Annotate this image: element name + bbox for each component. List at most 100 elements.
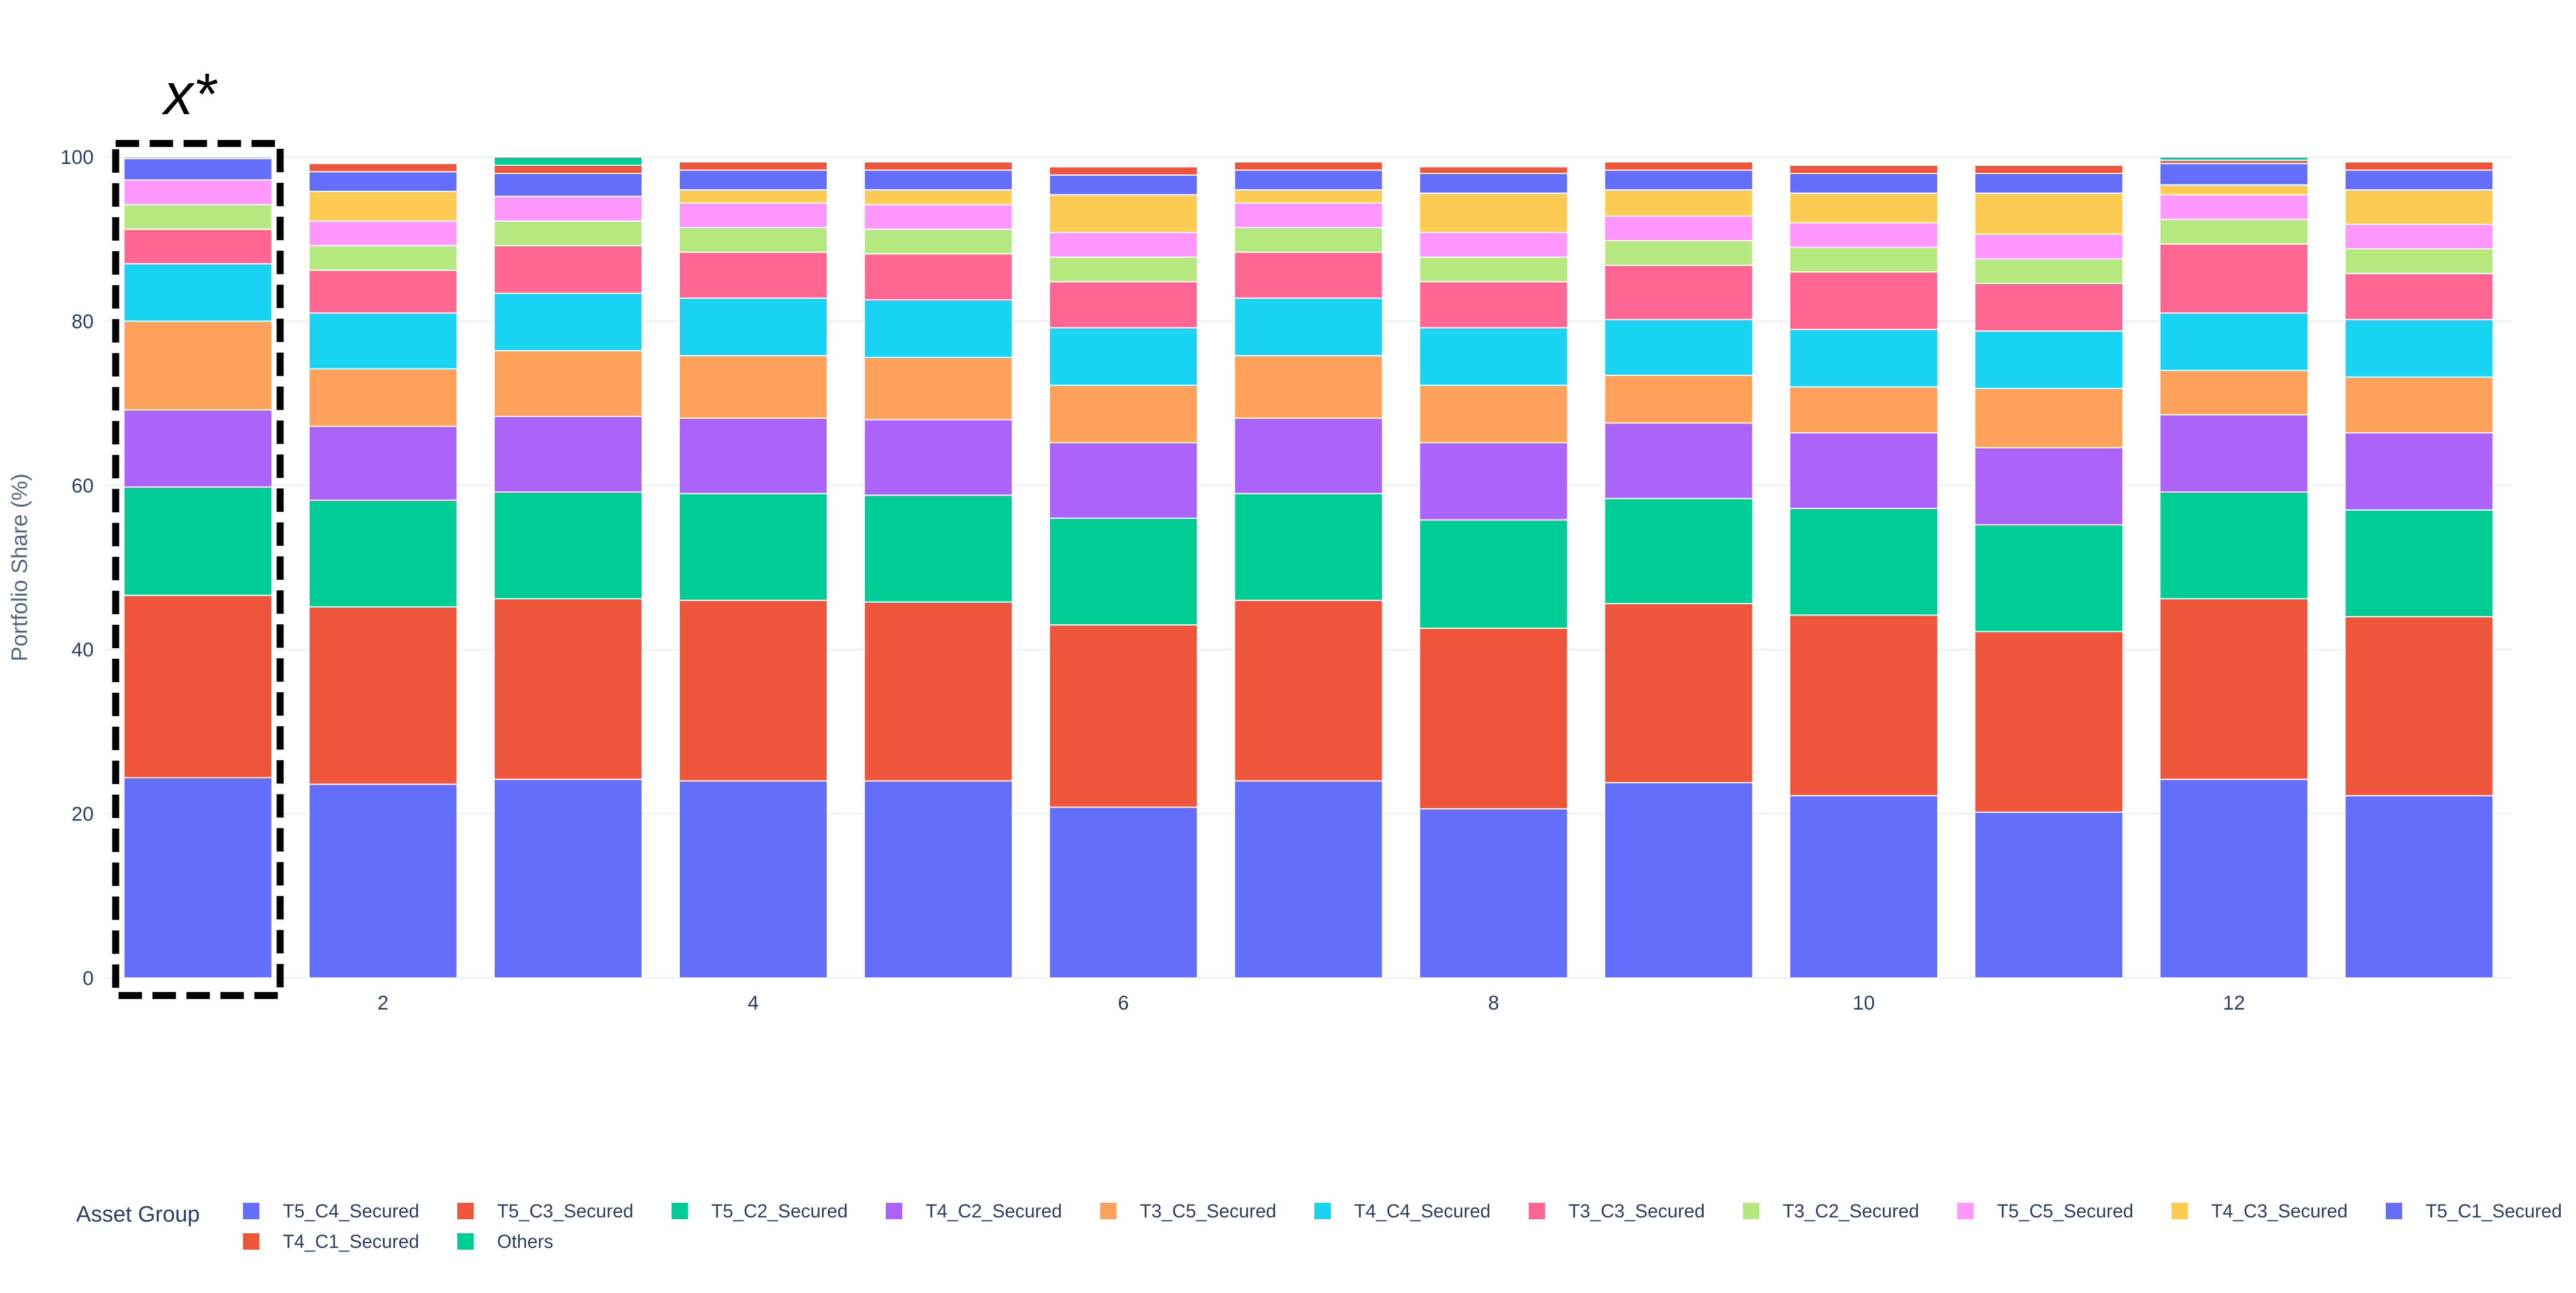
bar-segment-7-T3_C5_Secured — [1234, 355, 1383, 419]
bar-segment-3-T5_C4_Secured — [493, 778, 643, 979]
bar-segment-6-T5_C5_Secured — [1049, 231, 1198, 258]
bar-segment-8-T3_C2_Secured — [1419, 256, 1568, 283]
bar-segment-1-T3_C5_Secured — [123, 320, 273, 411]
bar-segment-10-T4_C3_Secured — [1789, 192, 1938, 224]
bar-segment-5-T5_C4_Secured — [864, 780, 1013, 979]
bar-segment-5-T3_C5_Secured — [864, 357, 1013, 420]
bar-segment-5-T4_C1_Secured — [864, 161, 1013, 171]
legend-swatch-T4_C3_Secured — [2171, 1203, 2188, 1219]
bar-segment-11-T4_C3_Secured — [1974, 192, 2124, 235]
bar-segment-11-T5_C5_Secured — [1974, 233, 2124, 259]
bar-segment-10-T5_C1_Secured — [1789, 173, 1938, 194]
bar-segment-6-T3_C3_Secured — [1049, 281, 1198, 329]
bar-segment-13-T5_C4_Secured — [2344, 795, 2494, 979]
legend-swatch-T5_C5_Secured — [1957, 1203, 1974, 1219]
legend-swatch-T5_C4_Secured — [243, 1203, 259, 1219]
bar-segment-1-T4_C1_Secured — [123, 156, 273, 159]
bar-segment-4-T4_C1_Secured — [679, 161, 828, 171]
legend-label-T3_C3_Secured: T3_C3_Secured — [1568, 1200, 1705, 1222]
legend-label-T3_C2_Secured: T3_C2_Secured — [1783, 1200, 1919, 1222]
legend-label-T4_C4_Secured: T4_C4_Secured — [1354, 1200, 1491, 1222]
bar-segment-4-T5_C3_Secured — [679, 600, 828, 782]
bar-segment-9-T5_C2_Secured — [1604, 498, 1753, 604]
bar-segment-9-T4_C3_Secured — [1604, 189, 1753, 217]
bar-segment-12-T5_C4_Secured — [2159, 778, 2309, 979]
legend-title: Asset Group — [76, 1202, 200, 1227]
bar-segment-5-T4_C4_Secured — [864, 299, 1013, 358]
bar-segment-11-T3_C2_Secured — [1974, 258, 2124, 284]
bar-segment-2-T4_C1_Secured — [308, 163, 458, 173]
bar-segment-2-T5_C3_Secured — [308, 606, 458, 785]
bar-segment-6-T5_C4_Secured — [1049, 806, 1198, 979]
legend-label-T4_C1_Secured: T4_C1_Secured — [283, 1231, 419, 1252]
bar-segment-4-T3_C2_Secured — [679, 227, 828, 253]
legend-swatch-T4_C2_Secured — [886, 1203, 902, 1219]
bar-segment-4-T4_C3_Secured — [679, 189, 828, 204]
bar-segment-13-T5_C1_Secured — [2344, 169, 2494, 191]
bar-segment-3-T3_C3_Secured — [493, 245, 643, 294]
bar-segment-8-T5_C3_Secured — [1419, 627, 1568, 810]
bar-segment-5-T5_C3_Secured — [864, 601, 1013, 782]
bar-segment-3-T5_C2_Secured — [493, 491, 643, 600]
bar-segment-10-T4_C2_Secured — [1789, 432, 1938, 509]
bar-segment-3-T4_C4_Secured — [493, 292, 643, 351]
bar-segment-11-T5_C2_Secured — [1974, 524, 2124, 632]
y-axis-label: Portfolio Share (%) — [8, 473, 32, 661]
bar-segment-3-T5_C1_Secured — [493, 173, 643, 197]
bar-segment-6-T4_C3_Secured — [1049, 194, 1198, 233]
y-tick-label: 20 — [71, 803, 94, 826]
legend-label-T4_C3_Secured: T4_C3_Secured — [2211, 1200, 2348, 1222]
bar-segment-3-T3_C5_Secured — [493, 350, 643, 418]
bar-segment-13-T5_C5_Secured — [2344, 223, 2494, 250]
legend-label-T5_C3_Secured: T5_C3_Secured — [497, 1200, 633, 1222]
bar-segment-11-T4_C1_Secured — [1974, 165, 2124, 175]
bar-segment-9-T5_C5_Secured — [1604, 215, 1753, 242]
bar-segment-11-T3_C3_Secured — [1974, 282, 2124, 332]
bar-segment-6-T5_C1_Secured — [1049, 174, 1198, 196]
bar-segment-8-T3_C5_Secured — [1419, 384, 1568, 443]
bar-segment-7-T5_C1_Secured — [1234, 169, 1383, 191]
legend-swatch-T5_C3_Secured — [457, 1203, 474, 1219]
bar-segment-7-T4_C4_Secured — [1234, 297, 1383, 357]
bar-segment-2-T4_C2_Secured — [308, 425, 458, 501]
highlight-box: x* — [112, 61, 284, 999]
bar-segment-8-T4_C2_Secured — [1419, 442, 1568, 521]
bar-segment-7-T5_C2_Secured — [1234, 492, 1383, 601]
bar-segment-2-T5_C5_Secured — [308, 220, 458, 247]
y-tick-label: 60 — [71, 475, 94, 497]
bar-segment-7-T5_C3_Secured — [1234, 600, 1383, 782]
bar-segment-6-T4_C4_Secured — [1049, 327, 1198, 386]
bar-segment-2-T5_C1_Secured — [308, 171, 458, 192]
bar-segment-1-T5_C2_Secured — [123, 486, 273, 596]
bar-segment-1-T3_C2_Secured — [123, 204, 273, 230]
bar-segment-8-T4_C4_Secured — [1419, 327, 1568, 386]
bar-segment-2-T5_C2_Secured — [308, 500, 458, 608]
bar-segment-5-T4_C3_Secured — [864, 189, 1013, 206]
bar-segment-9-T5_C4_Secured — [1604, 782, 1753, 979]
legend-label-T5_C5_Secured: T5_C5_Secured — [1997, 1200, 2133, 1222]
bar-segment-13-T5_C2_Secured — [2344, 509, 2494, 618]
bars — [123, 156, 2494, 979]
bar-segment-10-T3_C2_Secured — [1789, 247, 1938, 273]
bar-segment-8-T5_C4_Secured — [1419, 808, 1568, 979]
y-tick-label: 0 — [83, 967, 94, 990]
bar-segment-11-T5_C4_Secured — [1974, 811, 2124, 979]
bar-segment-8-T3_C3_Secured — [1419, 281, 1568, 329]
bar-segment-2-T5_C4_Secured — [308, 784, 458, 979]
bar-segment-12-T5_C1_Secured — [2159, 163, 2309, 186]
bar-segment-5-T3_C3_Secured — [864, 253, 1013, 300]
y-tick-label: 40 — [71, 639, 94, 661]
bar-segment-13-T3_C2_Secured — [2344, 248, 2494, 275]
bar-segment-5-T4_C2_Secured — [864, 419, 1013, 496]
bar-segment-11-T3_C5_Secured — [1974, 388, 2124, 449]
bar-segment-6-T4_C2_Secured — [1049, 442, 1198, 519]
bar-segment-10-T4_C1_Secured — [1789, 165, 1938, 175]
bar-segment-3-T4_C1_Secured — [493, 165, 643, 175]
bar-segment-3-Others — [493, 156, 643, 166]
bar-segment-6-T4_C1_Secured — [1049, 166, 1198, 176]
legend-label-T5_C1_Secured: T5_C1_Secured — [2426, 1200, 2562, 1222]
x-star-annotation: x* — [162, 61, 218, 127]
legend: Asset Group T5_C4_Secured T5_C3_Secured T5… — [76, 1200, 2562, 1252]
bar-segment-5-T5_C1_Secured — [864, 169, 1013, 191]
